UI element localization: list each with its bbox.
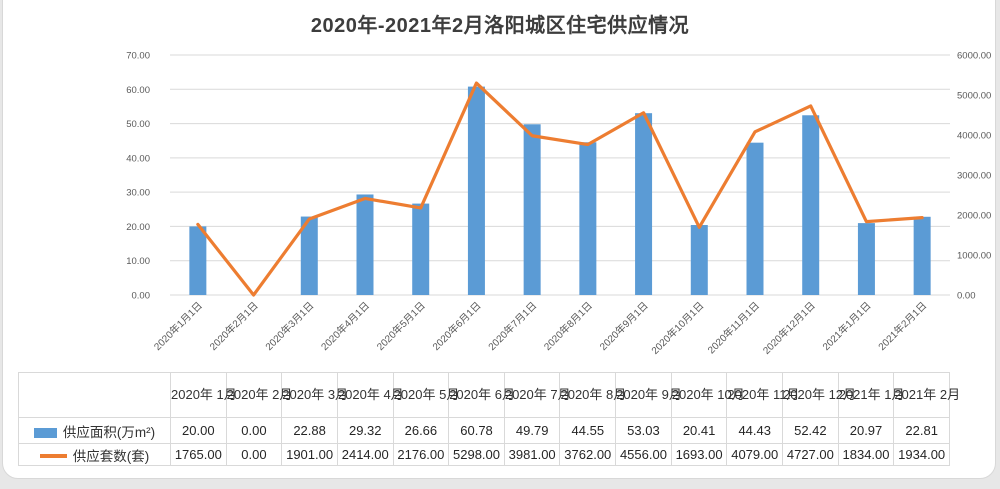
x-axis-label: 2020年2月1日 xyxy=(207,299,261,353)
table-row: 供应面积(万m²) 20.00 0.00 22.88 29.32 26.66 60.78 49… xyxy=(18,417,950,444)
table-value-cell: 20.41 xyxy=(670,417,728,444)
x-axis-label: 2020年9月1日 xyxy=(597,299,651,353)
table-header-cell: 2021年 2月 xyxy=(893,372,960,418)
table-header-cell: 2020年 4月 xyxy=(336,372,404,418)
supply-area-bar xyxy=(635,113,653,295)
x-axis-label: 2020年1月1日 xyxy=(151,299,205,353)
y-axis-label-right: 6000.00 xyxy=(957,51,991,62)
supply-area-bar xyxy=(523,124,541,295)
table-value-cell: 5298.00 xyxy=(448,443,505,466)
table-header-cell: 2020年 10月 xyxy=(670,372,745,418)
x-axis-label: 2020年6月1日 xyxy=(430,299,484,353)
table-value-cell: 20.97 xyxy=(837,417,895,444)
table-value-cell: 0.00 xyxy=(225,417,283,444)
table-value-cell: 4079.00 xyxy=(726,443,784,466)
row-label: 供应套数(套) xyxy=(18,443,171,466)
y-axis-label-right: 3000.00 xyxy=(957,171,991,182)
table-value-cell: 52.42 xyxy=(782,417,839,444)
row-label: 供应面积(万m²) xyxy=(18,417,171,444)
table-value-cell: 49.79 xyxy=(503,417,561,444)
table-value-cell: 22.81 xyxy=(893,417,950,444)
line-series-legend-swatch-icon xyxy=(39,454,67,458)
table-corner-cell xyxy=(18,372,171,418)
supply-area-bar xyxy=(690,225,708,295)
y-axis-label-left: 20.00 xyxy=(126,222,150,233)
y-axis-label-right: 2000.00 xyxy=(957,211,991,222)
table-value-cell: 1834.00 xyxy=(837,443,895,466)
y-axis-label-right: 0.00 xyxy=(957,291,976,302)
table-value-cell: 1901.00 xyxy=(281,443,338,466)
x-axis-label: 2020年5月1日 xyxy=(374,299,428,353)
y-axis-label-left: 0.00 xyxy=(132,291,151,302)
x-axis-label: 2020年10月1日 xyxy=(648,299,706,357)
data-table: 2020年 1月 2020年 2月 2020年 3月 2020年 4月 2020年 5月… xyxy=(18,372,960,466)
supply-area-bar xyxy=(802,115,820,295)
y-axis-label-left: 70.00 xyxy=(126,51,150,62)
table-header-cell: 2020年 7月 xyxy=(503,372,571,418)
table-value-cell: 2176.00 xyxy=(392,443,450,466)
supply-area-bar xyxy=(857,223,875,295)
y-axis-label-left: 40.00 xyxy=(126,153,150,164)
y-axis-label-right: 4000.00 xyxy=(957,131,991,142)
y-axis-label-left: 10.00 xyxy=(126,256,150,267)
y-axis-label-left: 30.00 xyxy=(126,188,150,199)
table-header-cell: 2020年 2月 xyxy=(225,372,292,418)
table-value-cell: 60.78 xyxy=(448,417,505,444)
chart-title: 2020年-2021年2月洛阳城区住宅供应情况 xyxy=(310,15,690,37)
y-axis-label-right: 5000.00 xyxy=(957,91,991,102)
table-value-cell: 53.03 xyxy=(615,417,672,444)
y-axis-label-left: 50.00 xyxy=(126,119,150,130)
table-value-cell: 1765.00 xyxy=(170,443,227,466)
table-value-cell: 44.55 xyxy=(559,417,617,444)
supply-area-bar xyxy=(746,142,764,295)
x-axis-label: 2021年2月1日 xyxy=(875,299,929,353)
series-name-label: 供应面积(万m²) xyxy=(62,424,156,440)
table-value-cell: 29.32 xyxy=(336,417,394,444)
x-axis-label: 2020年12月1日 xyxy=(760,299,818,357)
supply-area-bar xyxy=(467,86,485,296)
supply-area-bar xyxy=(300,216,318,295)
table-value-cell: 3762.00 xyxy=(559,443,617,466)
table-header-cell: 2021年 1月 xyxy=(837,372,904,418)
y-axis-label-left: 60.00 xyxy=(126,85,150,96)
table-row: 供应套数(套) 1765.00 0.00 1901.00 2414.00 2176.00 5… xyxy=(18,443,950,466)
table-value-cell: 1934.00 xyxy=(893,443,950,466)
supply-area-bar xyxy=(913,216,931,295)
table-header-cell: 2020年 3月 xyxy=(281,372,348,418)
x-axis-label: 2020年8月1日 xyxy=(541,299,595,353)
table-value-cell: 44.43 xyxy=(726,417,784,444)
table-value-cell: 0.00 xyxy=(225,443,283,466)
table-header-cell: 2020年 9月 xyxy=(615,372,682,418)
y-axis-label-right: 1000.00 xyxy=(957,251,991,262)
bar-series-legend-swatch-icon xyxy=(33,427,57,438)
series-name-label: 供应套数(套) xyxy=(72,448,150,464)
table-value-cell: 3981.00 xyxy=(503,443,561,466)
table-header-cell: 2020年 6月 xyxy=(448,372,515,418)
table-header-cell: 2020年 5月 xyxy=(392,372,459,418)
table-value-cell: 2414.00 xyxy=(336,443,394,466)
x-axis-label: 2020年4月1日 xyxy=(318,299,372,353)
x-axis-label: 2020年3月1日 xyxy=(262,299,316,353)
table-value-cell: 4556.00 xyxy=(615,443,672,466)
supply-units-line xyxy=(196,81,924,297)
table-value-cell: 22.88 xyxy=(281,417,338,444)
table-header-cell: 2020年 12月 xyxy=(782,372,856,418)
x-axis-label: 2020年11月1日 xyxy=(705,299,762,356)
table-header-cell: 2020年 8月 xyxy=(559,372,626,418)
table-header-cell: 2020年 11月 xyxy=(726,372,799,418)
table-value-cell: 26.66 xyxy=(392,417,450,444)
table-header-cell: 2020年 1月 xyxy=(170,372,237,418)
supply-area-bar xyxy=(189,226,207,295)
supply-area-bar xyxy=(356,194,374,295)
supply-area-bar xyxy=(412,203,430,295)
x-axis-label: 2020年7月1日 xyxy=(485,299,539,353)
table-value-cell: 1693.00 xyxy=(670,443,728,466)
table-value-cell: 4727.00 xyxy=(782,443,839,466)
combo-chart-canvas: 0.00 10.00 20.00 30.00 40.00 50.00 60.00 70.00 0… xyxy=(126,51,991,357)
table-value-cell: 20.00 xyxy=(170,417,227,444)
supply-area-bar xyxy=(579,142,597,295)
x-axis-label: 2021年1月1日 xyxy=(820,299,874,353)
